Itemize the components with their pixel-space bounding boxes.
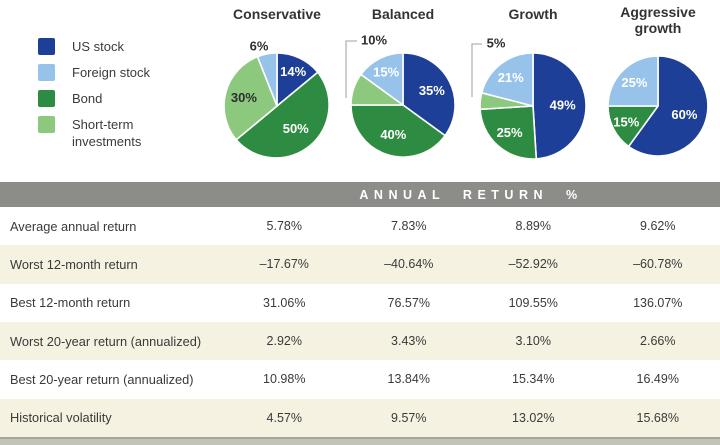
pie-slice-label: 14% [280, 64, 306, 79]
cell-balanced: 7.83% [391, 219, 427, 234]
pie-title-balanced: Balanced [371, 6, 435, 22]
pie-callout-label: 10% [361, 33, 387, 48]
legend-item-short-term: Short-term investments [38, 116, 198, 150]
pie-slice-label: 60% [671, 107, 697, 122]
legend-label: Bond [72, 91, 103, 106]
table-row: Worst 12-month return –17.67% –40.64% –5… [0, 245, 720, 284]
cell-aggressive-growth: 15.68% [636, 410, 679, 425]
cell-growth: 109.55% [508, 295, 558, 310]
legend-item-foreign-stock: Foreign stock [38, 64, 198, 81]
cell-balanced: –40.64% [384, 257, 434, 272]
pie-callout-label: 6% [250, 39, 269, 54]
cell-growth: –52.92% [508, 257, 558, 272]
pie-slice-foreign-stock [607, 55, 659, 107]
table-header-bar: ANNUAL RETURN % [0, 182, 720, 207]
table-bottom-border [0, 437, 720, 439]
pie-slice-short-term-investments [223, 55, 278, 141]
cell-conservative: 2.92% [266, 334, 302, 349]
cell-growth: 13.02% [512, 410, 555, 425]
table-header-label: ANNUAL RETURN % [359, 187, 583, 202]
legend-item-bond: Bond [38, 90, 198, 107]
pie-title-conservative: Conservative [233, 6, 321, 22]
row-label: Worst 20-year return (annualized) [10, 333, 202, 349]
pie-slice-label: 15% [613, 115, 639, 130]
callout-leader-line [345, 40, 357, 98]
pie-slice-label: 35% [419, 83, 445, 98]
cell-growth: 15.34% [512, 372, 555, 387]
table-row: Best 12-month return 31.06% 76.57% 109.5… [0, 284, 720, 322]
table-row: Average annual return 5.78% 7.83% 8.89% … [0, 207, 720, 245]
pie-slice-label: 40% [380, 127, 406, 142]
pie-slice-bond [350, 104, 446, 158]
pie-slice-foreign-stock [256, 52, 278, 107]
row-label: Historical volatility [10, 410, 112, 426]
legend-item-us-stock: US stock [38, 38, 198, 55]
cell-balanced: 9.57% [391, 410, 427, 425]
cell-conservative: 10.98% [263, 372, 306, 387]
row-label: Worst 12-month return [10, 256, 138, 272]
row-label: Best 12-month return [10, 295, 131, 311]
cell-aggressive-growth: –60.78% [633, 257, 683, 272]
pie-slice-label: 25% [621, 75, 647, 90]
pie-slice-label: 25% [497, 125, 523, 140]
annual-return-table: ANNUAL RETURN % Average annual return 5.… [0, 182, 720, 437]
cell-conservative: 5.78% [266, 219, 302, 234]
foreign-stock-swatch-icon [38, 64, 55, 81]
pie-chart-aggressive-growth: 60% 15% 25% [607, 55, 709, 157]
cell-growth: 8.89% [515, 219, 551, 234]
cell-growth: 3.10% [515, 334, 551, 349]
bond-swatch-icon [38, 90, 55, 107]
cell-conservative: 4.57% [266, 410, 302, 425]
pie-slice-us-stock [402, 52, 456, 137]
pie-slice-foreign-stock [360, 52, 404, 106]
legend-label: US stock [72, 39, 125, 54]
row-label: Average annual return [10, 218, 137, 234]
short-term-swatch-icon [38, 116, 55, 133]
us-stock-swatch-icon [38, 38, 55, 55]
pie-callout-label: 5% [487, 36, 506, 51]
pie-slice-label: 50% [283, 121, 309, 136]
table-row: Historical volatility 4.57% 9.57% 13.02%… [0, 398, 720, 437]
allocation-pie-charts: 14% 50% 30% 6% 35% 40% 10% 15% 49% 25% 5% 21% 60% 15%… [223, 33, 709, 160]
legend-label: Short-term investments [72, 117, 142, 149]
table-row: Best 20-year return (annualized) 10.98% … [0, 360, 720, 398]
legend-label: Foreign stock [72, 65, 151, 80]
pie-slice-label: 21% [498, 70, 524, 85]
pie-title-aggressive-growth: Aggressive growth [620, 4, 696, 36]
cell-balanced: 3.43% [391, 334, 427, 349]
table-row: Worst 20-year return (annualized) 2.92% … [0, 321, 720, 361]
row-label: Best 20-year return (annualized) [10, 371, 194, 387]
page-edge-strip [0, 439, 720, 445]
cell-aggressive-growth: 136.07% [633, 295, 683, 310]
pie-slice-bond [235, 71, 330, 159]
cell-balanced: 76.57% [387, 295, 430, 310]
pie-chart-conservative: 14% 50% 30% 6% [223, 39, 330, 159]
cell-conservative: –17.67% [259, 257, 309, 272]
callout-leader-line [471, 43, 482, 97]
pie-slice-bond [607, 105, 659, 148]
pie-title-growth: Growth [508, 6, 558, 22]
pie-slice-foreign-stock [480, 52, 534, 107]
pie-slice-label: 30% [231, 90, 257, 105]
pie-slice-label: 49% [550, 98, 576, 113]
pie-slice-label: 15% [373, 64, 399, 79]
pie-slice-us-stock [532, 52, 587, 160]
pie-slice-us-stock [627, 55, 709, 157]
cell-aggressive-growth: 16.49% [636, 372, 679, 387]
legend: US stock Foreign stock Bond Short-term i… [38, 38, 198, 159]
pie-chart-balanced: 35% 40% 10% 15% [345, 33, 456, 158]
cell-conservative: 31.06% [263, 295, 306, 310]
pie-slice-bond [479, 105, 538, 160]
cell-aggressive-growth: 2.66% [640, 334, 676, 349]
cell-balanced: 13.84% [387, 372, 430, 387]
cell-aggressive-growth: 9.62% [640, 219, 676, 234]
pie-chart-growth: 49% 25% 5% 21% [471, 36, 587, 160]
